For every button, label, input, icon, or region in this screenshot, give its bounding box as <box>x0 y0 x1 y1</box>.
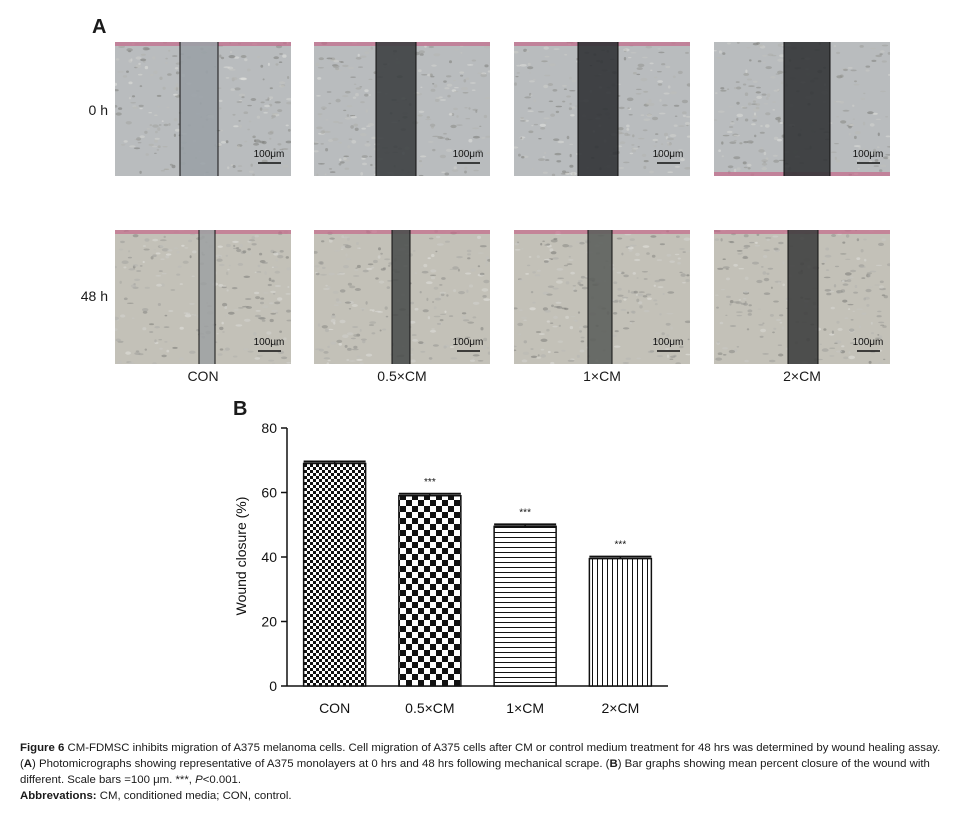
x-tick-label: 1×CM <box>506 700 544 716</box>
micrograph-image: 100μm <box>115 42 291 176</box>
micrograph-image: 100μm <box>514 230 690 364</box>
bar-1 <box>398 494 462 687</box>
caption-abbr-text: CM, conditioned media; CON, control. <box>96 790 292 802</box>
y-tick-label: 20 <box>261 614 277 630</box>
caption-ref-a: A <box>23 758 33 770</box>
micrograph-48h-2cm: 100μm <box>714 230 890 364</box>
caption-p-italic: P <box>195 774 203 786</box>
micrograph-image: 100μm <box>714 230 890 364</box>
significance-label: *** <box>615 540 627 551</box>
x-tick-label: 2×CM <box>602 700 640 716</box>
condition-label-con: CON <box>187 368 219 384</box>
condition-label-2cm: 2×CM <box>783 368 821 384</box>
caption-text-1: CM-FDMSC inhibits migration of A375 mela… <box>20 742 941 770</box>
row-label-48h: 48 h <box>80 288 108 304</box>
panel-b-letter: B <box>233 398 248 420</box>
x-tick-labels: CON 0.5×CM 1×CM 2×CM <box>319 700 639 716</box>
scale-bar-label: 100μm <box>853 149 884 160</box>
bars-group: *** *** *** <box>302 460 653 687</box>
micrograph-0h-1cm: 100μm <box>514 42 690 176</box>
caption-abbreviations: Abbrevations: CM, conditioned media; CON… <box>20 788 950 804</box>
micrograph-48h-con: 100μm <box>115 230 291 364</box>
caption-figure-label: Figure 6 <box>20 742 65 754</box>
scale-bar-label: 100μm <box>254 337 285 348</box>
caption-ref-b: B <box>609 758 618 770</box>
micrograph-image: 100μm <box>514 42 690 176</box>
scale-bar-label: 100μm <box>853 337 884 348</box>
scale-bar-label: 100μm <box>254 149 285 160</box>
bar-2 <box>493 525 557 687</box>
row-label-0h: 0 h <box>88 102 108 118</box>
figure-caption: Figure 6 CM-FDMSC inhibits migration of … <box>20 740 950 804</box>
micrograph-image: 100μm <box>314 230 490 364</box>
x-tick-label: CON <box>319 700 350 716</box>
significance-label: *** <box>424 477 436 488</box>
significance-label: *** <box>519 507 531 518</box>
bar-3 <box>588 557 653 687</box>
micrograph-48h-0-5cm: 100μm <box>314 230 490 364</box>
y-tick-label: 60 <box>261 485 277 501</box>
panel-a-letter: A <box>92 16 107 38</box>
micrograph-image: 100μm <box>115 230 291 364</box>
wound-closure-bar-chart: Wound closure (%) 0 20 40 60 80 *** *** *** CO… <box>233 420 668 716</box>
x-tick-label: 0.5×CM <box>405 700 454 716</box>
scale-bar-label: 100μm <box>453 337 484 348</box>
scale-bar-label: 100μm <box>653 337 684 348</box>
micrograph-image: 100μm <box>314 42 490 176</box>
caption-abbr-label: Abbrevations: <box>20 790 97 802</box>
caption-text-3: ) Bar graphs showing mean percent closur… <box>20 758 930 786</box>
scale-bar-label: 100μm <box>653 149 684 160</box>
caption-text-4: <0.001. <box>202 774 242 786</box>
y-axis-label: Wound closure (%) <box>233 497 249 616</box>
bar-0 <box>302 462 367 687</box>
condition-label-0-5cm: 0.5×CM <box>377 368 427 384</box>
scale-bar-label: 100μm <box>453 149 484 160</box>
micrograph-48h-1cm: 100μm <box>514 230 690 364</box>
micrograph-0h-0-5cm: 100μm <box>314 42 490 176</box>
micrograph-0h-con: 100μm <box>115 42 291 176</box>
caption-text-2: ) Photomicrographs showing representativ… <box>32 758 610 770</box>
y-tick-label: 40 <box>261 549 277 565</box>
micrograph-0h-2cm: 100μm <box>714 42 890 176</box>
y-tick-label: 80 <box>261 420 277 436</box>
micrograph-image: 100μm <box>714 42 890 176</box>
condition-label-1cm: 1×CM <box>583 368 621 384</box>
caption-paragraph: Figure 6 CM-FDMSC inhibits migration of … <box>20 740 950 788</box>
y-ticks: 0 20 40 60 80 <box>261 420 287 694</box>
y-tick-label: 0 <box>269 678 277 694</box>
